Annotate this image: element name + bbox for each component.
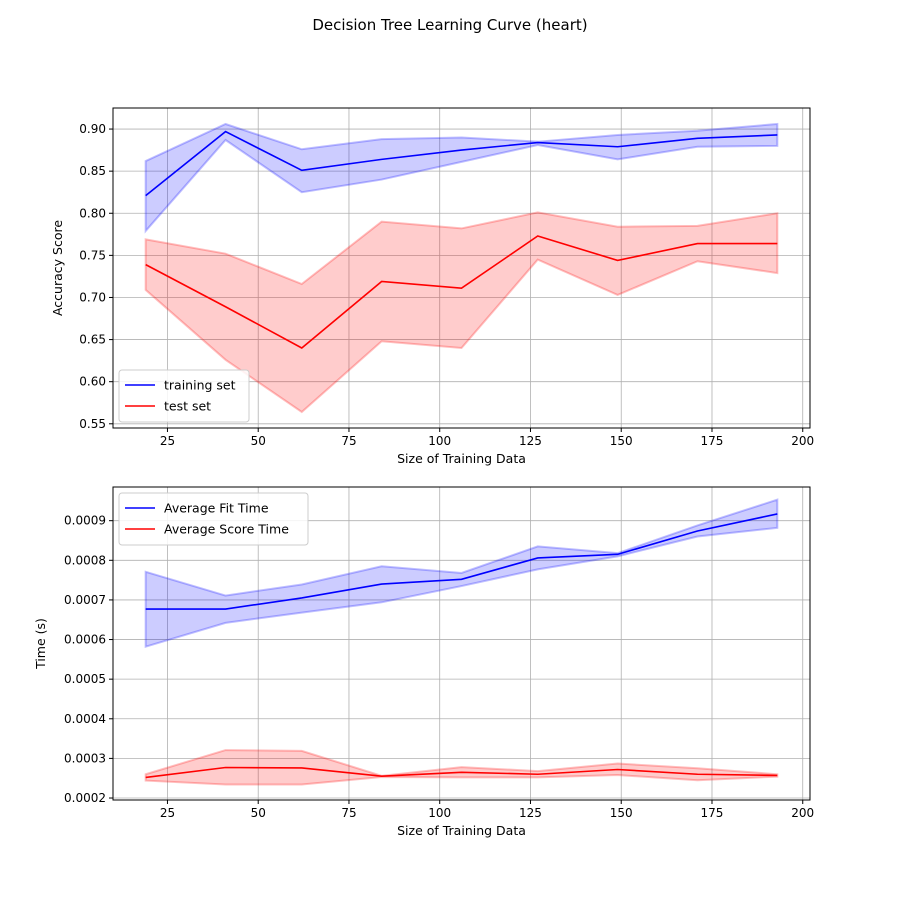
x-tick-label: 150 [610, 434, 633, 448]
legend: Average Fit Time Average Score Time [118, 492, 309, 546]
average-fit-time-line [145, 513, 778, 610]
x-tick-label: 200 [791, 806, 814, 820]
y-tick-label: 0.75 [79, 248, 106, 262]
x-tick-label: 50 [251, 806, 266, 820]
y-tick-label: 0.0006 [64, 633, 106, 647]
accuracy-subplot: 25 50 75 100 125 150 175 200 0.55 0.60 0.65 0.70 0.7… [50, 107, 814, 466]
x-tick-label: 50 [251, 434, 266, 448]
y-tick-label: 0.0005 [64, 672, 106, 686]
y-tick-label: 0.90 [79, 122, 106, 136]
x-tick-label: 100 [428, 806, 451, 820]
legend: training set test set [118, 369, 250, 423]
y-tick-label: 0.65 [79, 333, 106, 347]
x-tick-label: 75 [341, 806, 356, 820]
x-tick-label: 100 [428, 434, 451, 448]
x-tick-label: 175 [701, 806, 724, 820]
test-set-line [145, 235, 778, 349]
legend-box [118, 492, 309, 546]
legend-label: Average Fit Time [164, 501, 269, 516]
x-tick-label: 150 [610, 806, 633, 820]
y-tick-label: 0.0007 [64, 593, 106, 607]
y-tick-label: 0.0008 [64, 553, 106, 567]
training-set-line [145, 130, 778, 197]
x-tick-label: 125 [519, 806, 542, 820]
axes-frame [112, 107, 811, 429]
training-set-band [144, 122, 779, 234]
figure-title: Decision Tree Learning Curve (heart) [312, 16, 587, 34]
y-axis-label: Time (s) [33, 618, 48, 670]
y-axis-label: Accuracy Score [50, 220, 65, 316]
x-axis-label: Size of Training Data [397, 823, 526, 838]
x-tick-label: 175 [701, 434, 724, 448]
average-fit-time-band [144, 498, 779, 649]
average-score-time-line [145, 766, 778, 779]
x-tick-label: 75 [341, 434, 356, 448]
legend-label: Average Score Time [164, 522, 289, 537]
y-tick-label: 0.0009 [64, 514, 106, 528]
x-tick-label: 200 [791, 434, 814, 448]
y-tick-label: 0.70 [79, 290, 106, 304]
y-tick-label: 0.55 [79, 417, 106, 431]
y-tick-label: 0.0002 [64, 791, 106, 805]
x-axis-label: Size of Training Data [397, 451, 526, 466]
test-set-band [144, 211, 779, 414]
y-tick-label: 0.85 [79, 164, 106, 178]
y-tick-label: 0.80 [79, 206, 106, 220]
legend-label: test set [164, 399, 211, 414]
legend-label: training set [164, 378, 236, 393]
x-tick-label: 25 [160, 806, 175, 820]
axes-frame [112, 486, 811, 801]
y-tick-label: 0.0003 [64, 751, 106, 765]
x-tick-label: 125 [519, 434, 542, 448]
y-tick-label: 0.60 [79, 375, 106, 389]
x-tick-label: 25 [160, 434, 175, 448]
time-subplot: 25 50 75 100 125 150 175 200 0.0002 0.0003 0.0004 0… [33, 486, 814, 838]
legend-box [118, 369, 250, 423]
y-tick-label: 0.0004 [64, 712, 106, 726]
